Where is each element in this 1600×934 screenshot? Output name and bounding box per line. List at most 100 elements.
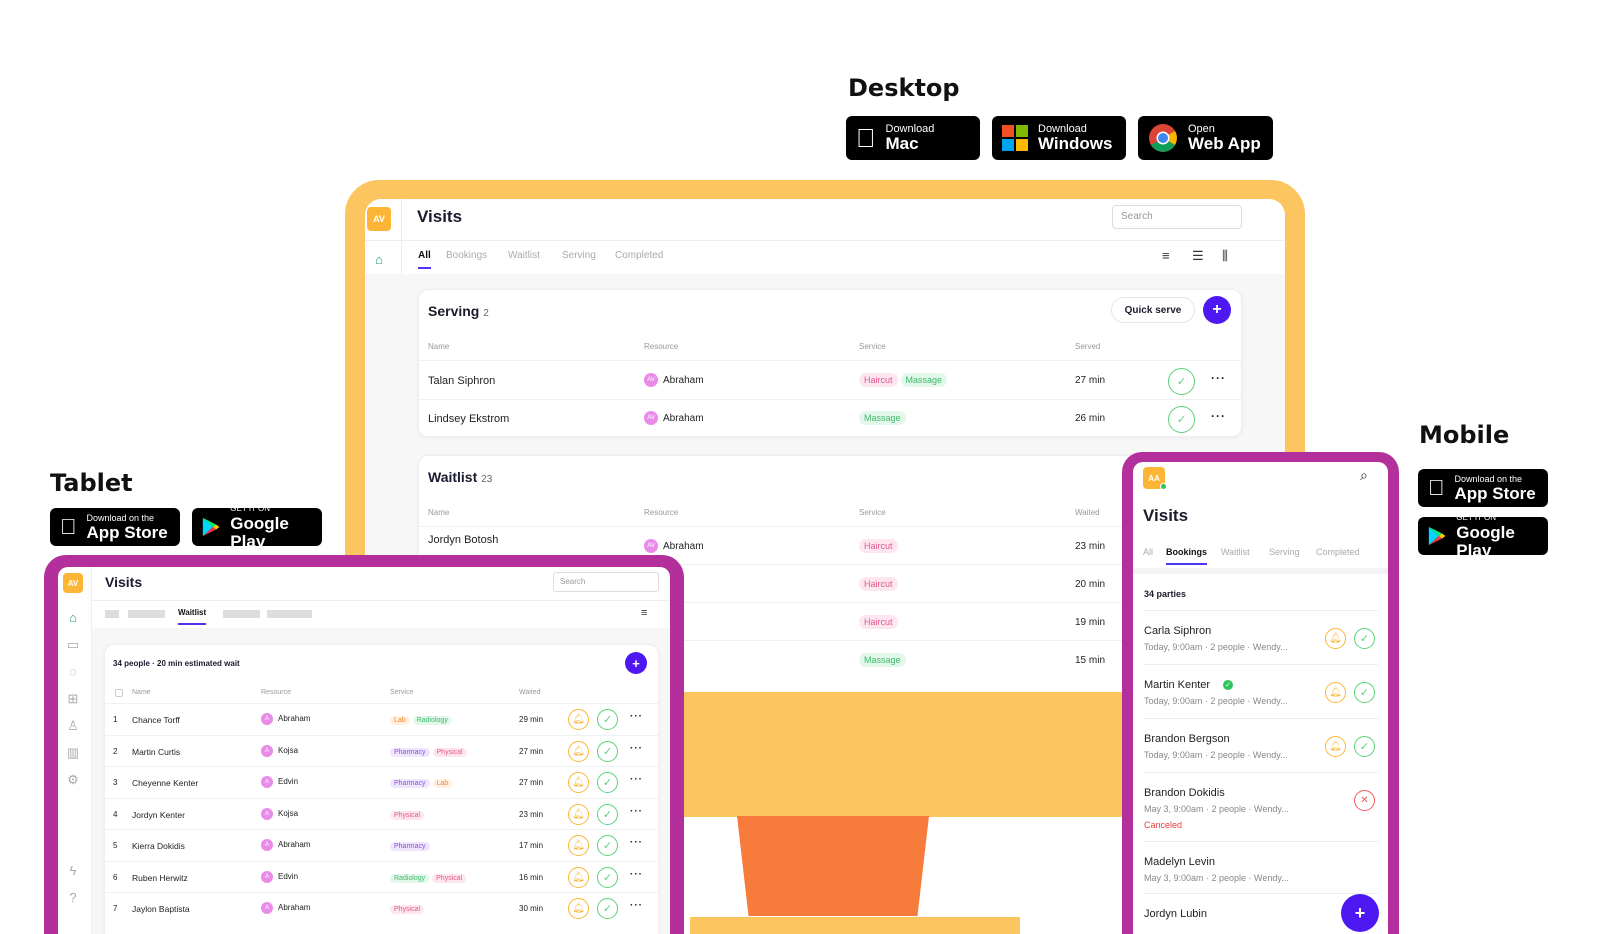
notify-bell-icon[interactable]: 🔔︎ — [568, 709, 589, 730]
complete-button[interactable]: ✓ — [597, 772, 618, 793]
list-item[interactable]: Martin Kenter ✓ Today, 9:00am · 2 people ·… — [1143, 664, 1378, 718]
users-icon[interactable]: ♙ — [67, 718, 79, 733]
table-row[interactable]: 3 Cheyenne Kenter A Edvin Pharmacy Lab 27 … — [105, 766, 658, 797]
chart-icon[interactable]: ▥ — [66, 745, 80, 760]
filter-icon[interactable]: ≡ — [641, 607, 648, 619]
download-windows-button[interactable]: Download Windows — [992, 116, 1126, 160]
resource-name: Kojsa — [278, 808, 299, 818]
more-icon[interactable]: ··· — [1211, 409, 1226, 423]
tab-placeholder[interactable] — [267, 610, 312, 618]
complete-button[interactable]: ✓ — [1168, 406, 1195, 433]
complete-button[interactable]: ✓ — [1168, 368, 1195, 395]
avatar[interactable]: AV — [367, 207, 391, 231]
complete-button[interactable]: ✓ — [597, 866, 618, 888]
page-title: Visits — [417, 207, 463, 226]
settings-icon[interactable]: ⚙ — [67, 772, 79, 787]
tab-placeholder[interactable] — [223, 610, 260, 618]
notify-bell-icon[interactable]: 🔔︎ — [568, 835, 589, 856]
table-row[interactable]: 1 Chance Torff A Abraham Lab Radiology 29 … — [105, 703, 658, 734]
tab-placeholder[interactable] — [105, 610, 119, 618]
complete-button[interactable]: ✓ — [1354, 736, 1375, 757]
filter-icon[interactable]: ≡ — [1162, 248, 1170, 263]
tab-bookings[interactable]: Bookings — [1166, 547, 1208, 565]
select-all-checkbox[interactable] — [115, 689, 123, 697]
more-icon[interactable]: ··· — [630, 868, 643, 880]
table-row[interactable]: Lindsey Ekstrom AV Abraham Massage 26 min… — [419, 399, 1241, 438]
complete-button[interactable]: ✓ — [597, 740, 618, 762]
home-icon[interactable]: ⌂ — [375, 252, 383, 267]
column-view-icon[interactable]: ⫼ — [1222, 248, 1228, 263]
home-icon[interactable]: ⌂ — [69, 610, 77, 625]
tab-all[interactable]: All — [418, 250, 431, 269]
tab-completed[interactable]: Completed — [1316, 547, 1360, 557]
apps-icon[interactable]: ⊞ — [67, 691, 79, 706]
notify-bell-icon[interactable]: 🔔︎ — [1325, 628, 1346, 649]
tablet-google-play-button[interactable]: GET IT ON Google Play — [192, 504, 322, 551]
apple-icon:  — [856, 125, 876, 151]
add-serving-button[interactable]: + — [1203, 296, 1231, 324]
add-visit-button[interactable]: + — [625, 652, 647, 674]
table-row[interactable]: 7 Jaylon Baptista A Abraham Physical 30 m… — [105, 892, 658, 923]
notify-bell-icon[interactable]: 🔔︎ — [568, 898, 589, 919]
notify-bell-icon[interactable]: 🔔︎ — [1325, 736, 1346, 757]
search-input[interactable]: Search — [1112, 205, 1242, 229]
complete-button[interactable]: ✓ — [1354, 628, 1375, 649]
more-icon[interactable]: ··· — [630, 900, 643, 911]
notify-bell-icon[interactable]: 🔔︎ — [1325, 682, 1346, 703]
list-item[interactable]: Brandon Dokidis May 3, 9:00am · 2 people … — [1143, 772, 1378, 841]
complete-button[interactable]: ✓ — [1354, 682, 1375, 703]
more-icon[interactable]: ··· — [1211, 371, 1226, 385]
search-input[interactable]: Search — [553, 572, 659, 592]
complete-button[interactable]: ✓ — [597, 835, 618, 856]
tab-placeholder[interactable] — [128, 610, 165, 618]
more-icon[interactable]: ··· — [630, 774, 643, 785]
tab-waitlist[interactable]: Waitlist — [1221, 547, 1250, 557]
bolt-icon[interactable]: ϟ — [69, 863, 77, 878]
tab-bookings[interactable]: Bookings — [446, 250, 488, 261]
table-row[interactable]: Jordyn Botosh AV Abraham Haircut 23 min — [419, 526, 1241, 564]
complete-button[interactable]: ✓ — [597, 709, 618, 730]
search-icon[interactable]: ⌕ — [1360, 467, 1368, 483]
notify-bell-icon[interactable]: 🔔︎ — [568, 740, 589, 762]
cancel-icon[interactable]: ✕ — [1354, 790, 1375, 811]
table-row[interactable]: Talan Siphron AV Abraham Haircut Massage 2… — [419, 360, 1241, 399]
mobile-google-play-button[interactable]: GET IT ON Google Play — [1418, 513, 1548, 560]
add-booking-button[interactable]: + — [1341, 894, 1379, 932]
list-item[interactable]: Brandon Bergson Today, 9:00am · 2 people … — [1143, 718, 1378, 772]
more-icon[interactable]: ··· — [630, 837, 643, 848]
quick-serve-button[interactable]: Quick serve — [1111, 297, 1195, 323]
complete-button[interactable]: ✓ — [597, 803, 618, 825]
chat-icon[interactable]: ◌ — [69, 664, 77, 679]
list-item[interactable]: Madelyn Levin May 3, 9:00am · 2 people · … — [1143, 841, 1378, 893]
table-row[interactable]: 5 Kierra Dokidis A Abraham Pharmacy 17 mi… — [105, 829, 658, 860]
tab-serving[interactable]: Serving — [562, 250, 596, 261]
list-item[interactable]: Carla Siphron Today, 9:00am · 2 people · … — [1143, 610, 1378, 664]
tab-waitlist[interactable]: Waitlist — [508, 250, 540, 261]
help-icon[interactable]: ? — [69, 890, 77, 905]
tab-serving[interactable]: Serving — [1269, 547, 1300, 557]
avatar[interactable]: AA — [1143, 467, 1165, 489]
complete-button[interactable]: ✓ — [597, 898, 618, 919]
tab-waitlist[interactable]: Waitlist — [178, 608, 207, 625]
calendar-icon[interactable]: ▭ — [66, 637, 80, 652]
table-row[interactable]: 6 Ruben Herwitz A Edvin Radiology Physical… — [105, 860, 658, 892]
resource-name: Abraham — [278, 840, 311, 850]
list-view-icon[interactable]: ☰ — [1192, 248, 1204, 263]
notify-bell-icon[interactable]: 🔔︎ — [568, 803, 589, 825]
table-row[interactable]: 2 Martin Curtis A Kojsa Pharmacy Physical … — [105, 734, 658, 766]
open-web-app-button[interactable]: Open Web App — [1138, 116, 1273, 160]
more-icon[interactable]: ··· — [630, 805, 643, 817]
more-icon[interactable]: ··· — [630, 711, 643, 722]
service-chip: Lab — [390, 716, 410, 725]
list-item[interactable]: Jordyn Lubin — [1143, 893, 1378, 933]
avatar[interactable]: AV — [63, 573, 83, 593]
notify-bell-icon[interactable]: 🔔︎ — [568, 772, 589, 793]
more-icon[interactable]: ··· — [630, 742, 643, 754]
tab-completed[interactable]: Completed — [615, 250, 664, 261]
notify-bell-icon[interactable]: 🔔︎ — [568, 866, 589, 888]
table-row[interactable]: 4 Jordyn Kenter A Kojsa Physical 23 min 🔔… — [105, 797, 658, 829]
tab-all[interactable]: All — [1143, 547, 1154, 557]
